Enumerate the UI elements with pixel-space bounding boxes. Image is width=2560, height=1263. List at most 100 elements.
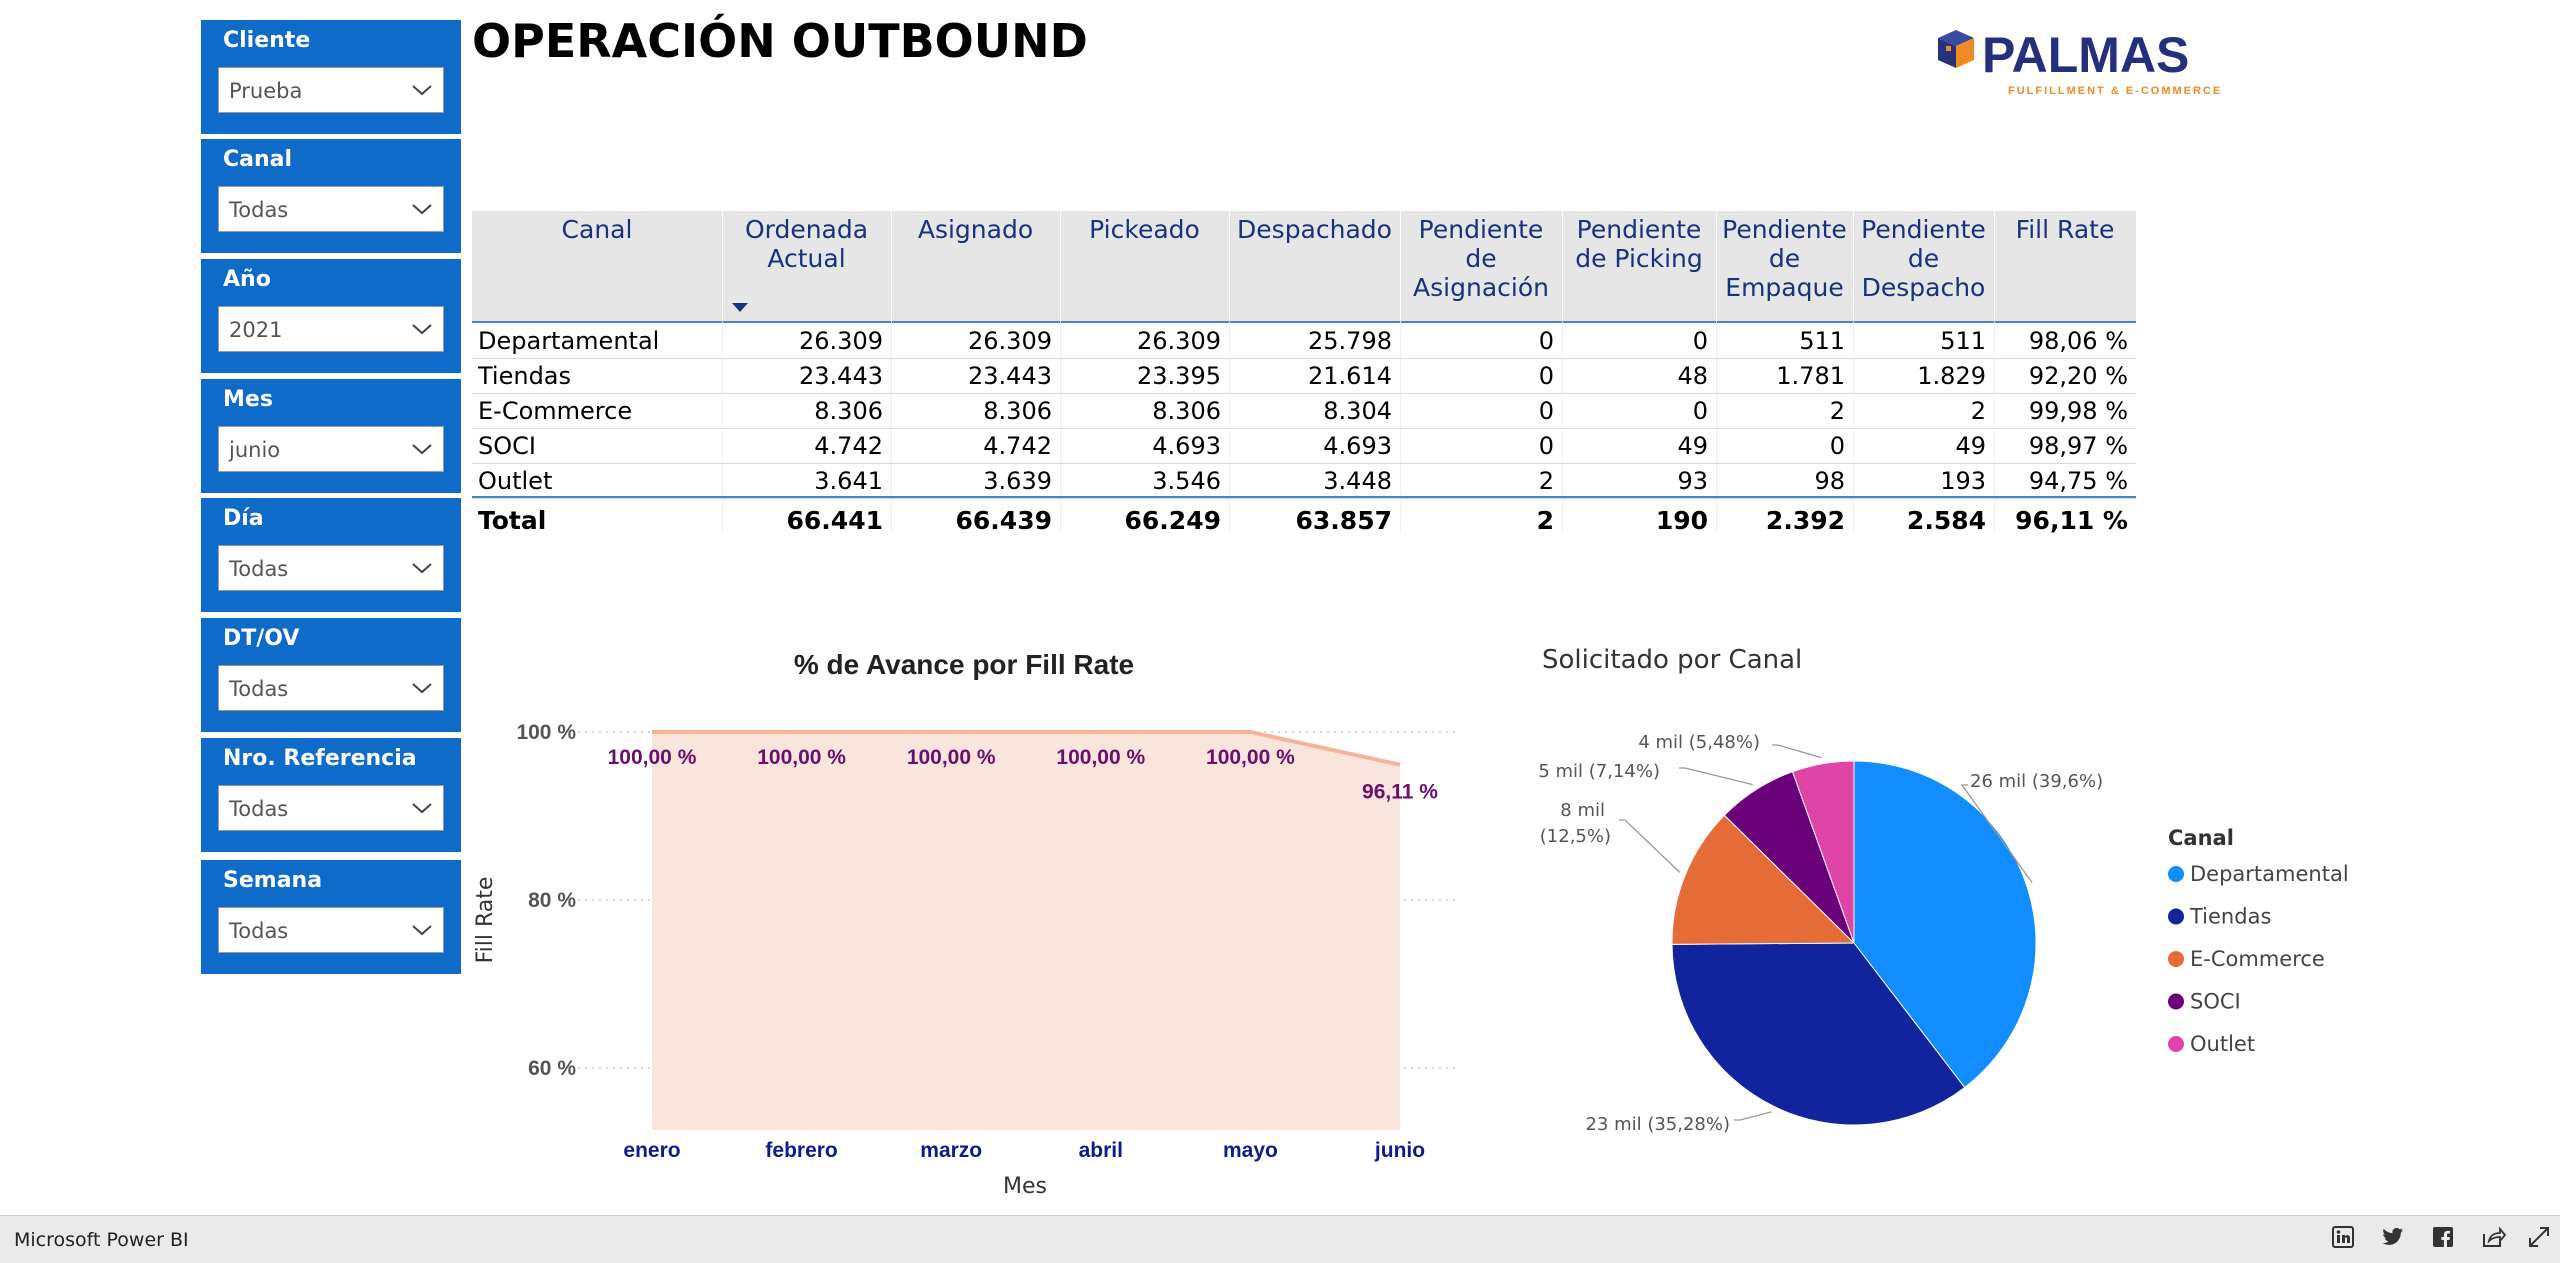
cell-value: 0	[1829, 432, 1845, 460]
column-header-2[interactable]: Asignado	[891, 215, 1060, 244]
pie-leader-line	[1619, 819, 1681, 873]
cell-value: 511	[1799, 327, 1845, 355]
table-total-row[interactable]: Total 66.441 66.439 66.249 63.857 2 190 2.392 2.…	[472, 502, 2136, 537]
slicer-cliente: Cliente Prueba	[201, 20, 461, 134]
table-row[interactable]: SOCI 4.742 4.742 4.693 4.693 0 49 0 49 98,97 %	[472, 428, 2136, 464]
column-header-line: de Picking	[1575, 244, 1703, 273]
cell-value: 98,06 %	[2028, 327, 2128, 355]
pie-slice-outlet[interactable]	[1791, 760, 1855, 944]
pie-leader-line	[1679, 767, 1753, 786]
pie-leader-line	[1734, 1111, 1772, 1121]
slicer-dropdown-ano[interactable]: 2021	[218, 306, 444, 352]
column-header-line: Pendiente de	[1418, 215, 1544, 273]
slicer-dropdown-canal[interactable]: Todas	[218, 186, 444, 232]
pie-slice-tiendas[interactable]	[1671, 942, 1966, 1126]
column-header-line: Despacho	[1861, 273, 1986, 302]
fullscreen-icon[interactable]	[2526, 1224, 2552, 1250]
legend-dot[interactable]	[2168, 1036, 2184, 1052]
legend-item-e-commerce[interactable]: E-Commerce	[2190, 947, 2325, 971]
slicer-title: Canal	[223, 147, 293, 172]
chevron-down-icon[interactable]	[411, 200, 433, 218]
row-label: Departamental	[478, 327, 660, 355]
table-row[interactable]: E-Commerce 8.306 8.306 8.306 8.304 0 0 2 2 99,98 …	[472, 393, 2136, 429]
y-tick-label: 100 %	[516, 721, 576, 744]
column-header-0[interactable]: Canal	[472, 215, 722, 244]
slicer-value: Todas	[229, 557, 289, 581]
slicer-nro-referencia: Nro. Referencia Todas	[201, 738, 461, 852]
column-header-6[interactable]: Pendiente de Picking	[1562, 215, 1716, 273]
pie-slice-departamental[interactable]	[1853, 760, 2037, 1089]
column-header-7[interactable]: Pendiente de Empaque	[1716, 215, 1853, 302]
data-label: 100,00 %	[907, 746, 996, 769]
chevron-down-icon[interactable]	[411, 921, 433, 939]
facebook-icon[interactable]	[2430, 1224, 2456, 1250]
legend-dot[interactable]	[2168, 908, 2184, 925]
data-label: 100,00 %	[1056, 746, 1145, 769]
cell-value: 2	[1829, 397, 1845, 425]
cell-value: 2	[1970, 397, 1986, 425]
slicer-dropdown-semana[interactable]: Todas	[218, 907, 444, 953]
column-header-4[interactable]: Despachado	[1229, 215, 1400, 244]
cell-value: 23.443	[799, 362, 883, 390]
slicer-value: junio	[229, 438, 281, 462]
x-tick-label: febrero	[765, 1139, 837, 1162]
legend-item-tiendas[interactable]: Tiendas	[2189, 905, 2271, 929]
chevron-down-icon[interactable]	[411, 440, 433, 458]
row-label: SOCI	[478, 432, 536, 460]
cell-value: 0	[1538, 362, 1554, 390]
slicer-dropdown-mes[interactable]: junio	[218, 426, 444, 472]
logo-tagline: FULFILLMENT & E-COMMERCE	[2008, 85, 2222, 97]
column-header-line: Empaque	[1725, 273, 1844, 302]
logo-name: PALMAS	[1982, 27, 2189, 83]
column-header-line: Pickeado	[1089, 215, 1200, 244]
header-separator	[1400, 211, 1401, 321]
fill-rate-line	[652, 730, 1401, 767]
chevron-down-icon[interactable]	[411, 679, 433, 697]
legend-item-departamental[interactable]: Departamental	[2190, 862, 2349, 886]
column-header-line: de	[1768, 244, 1801, 273]
sort-descending-icon[interactable]	[732, 303, 748, 312]
powerbi-brand[interactable]: Microsoft Power BI	[14, 1229, 189, 1251]
column-divider	[1716, 321, 1717, 531]
chevron-down-icon[interactable]	[411, 559, 433, 577]
column-header-3[interactable]: Pickeado	[1060, 215, 1229, 244]
share-icon[interactable]	[2480, 1224, 2506, 1250]
column-header-1[interactable]: Ordenada Actual	[722, 215, 891, 273]
cell-value: 4.742	[983, 432, 1052, 460]
column-header-9[interactable]: Fill Rate	[1994, 215, 2136, 244]
pie-data-label: (12,5%)	[1540, 826, 1611, 847]
table-row[interactable]: Tiendas 23.443 23.443 23.395 21.614 0 48 1.781 1…	[472, 358, 2136, 394]
linkedin-icon[interactable]	[2330, 1224, 2356, 1250]
legend-item-outlet[interactable]: Outlet	[2190, 1032, 2255, 1056]
legend-dot[interactable]	[2168, 951, 2184, 967]
x-tick-label: abril	[1079, 1139, 1123, 1162]
pie-leader-line	[1772, 744, 1822, 759]
legend-item-soci[interactable]: SOCI	[2190, 990, 2241, 1014]
cell-value: 94,75 %	[2028, 467, 2128, 495]
legend-dot[interactable]	[2168, 866, 2184, 882]
chevron-down-icon[interactable]	[411, 320, 433, 338]
cell-value: 1.781	[1776, 362, 1845, 390]
table-row[interactable]: Departamental 26.309 26.309 26.309 25.798 0 0 5…	[472, 323, 2136, 359]
twitter-icon[interactable]	[2380, 1224, 2406, 1250]
slicer-dropdown-dia[interactable]: Todas	[218, 545, 444, 591]
slicer-value: 2021	[229, 318, 283, 342]
table-row[interactable]: Outlet 3.641 3.639 3.546 3.448 2 93 98 193 94,75 …	[472, 463, 2136, 499]
slicer-dropdown-dt-ov[interactable]: Todas	[218, 665, 444, 711]
slicer-dia: Día Todas	[201, 498, 461, 612]
row-label: E-Commerce	[478, 397, 633, 425]
slicer-title: Año	[223, 267, 271, 292]
chevron-down-icon[interactable]	[411, 799, 433, 817]
slicer-dropdown-nro-referencia[interactable]: Todas	[218, 785, 444, 831]
column-divider	[1853, 321, 1854, 531]
slicer-ano: Año 2021	[201, 259, 461, 373]
legend-dot[interactable]	[2168, 993, 2184, 1010]
pie-slice-e-commerce[interactable]	[1671, 814, 1856, 945]
column-header-8[interactable]: Pendiente de Despacho	[1853, 215, 1994, 302]
column-header-5[interactable]: Pendiente de Asignación	[1400, 215, 1562, 302]
slicer-title: DT/OV	[223, 626, 300, 651]
row-label: Tiendas	[478, 362, 572, 390]
slicer-dropdown-cliente[interactable]: Prueba	[218, 67, 444, 113]
chevron-down-icon[interactable]	[411, 81, 433, 99]
fill-rate-area-chart: % de Avance por Fill Rate 60 % 80 % 100 % 10…	[473, 649, 1458, 1199]
